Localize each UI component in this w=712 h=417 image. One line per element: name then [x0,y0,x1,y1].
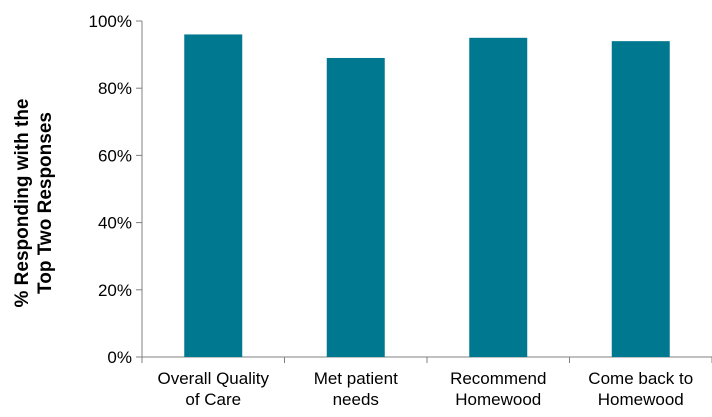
y-tick-label: 60% [98,146,132,165]
y-tick-label: 40% [98,214,132,233]
x-axis: Overall Quality of Care Met patient needs Re… [141,356,712,409]
bars [184,34,670,358]
x-category-label: Recommend Homewood [450,369,546,409]
y-axis-title: % Responding with the Top Two Responses [12,99,56,308]
bar [184,34,243,357]
x-category-label: Come back to Homewood [588,369,693,409]
y-tick-label: 100% [89,12,132,31]
x-category-label: Met patient needs [314,369,398,409]
x-category-label: Overall Quality of Care [158,369,270,409]
y-tick-label: 0% [107,348,132,367]
y-axis-label: % Responding with the Top Two Responses [12,99,56,308]
bar [469,37,528,358]
bar [611,41,670,357]
y-tick-label: 80% [98,79,132,98]
y-axis: 0% 20% 40% 60% 80% 100% [89,12,143,367]
bar [326,57,385,358]
y-tick-label: 20% [98,281,132,300]
